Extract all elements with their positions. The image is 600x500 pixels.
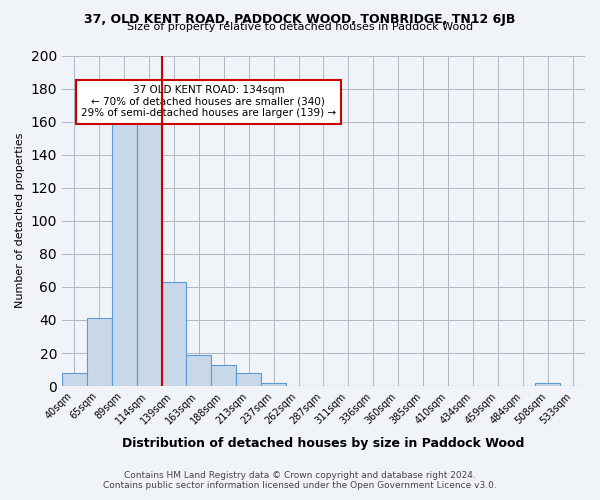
Bar	[161, 282, 187, 386]
Bar	[236, 373, 261, 386]
Bar	[211, 364, 236, 386]
Bar	[261, 383, 286, 386]
Text: Size of property relative to detached houses in Paddock Wood: Size of property relative to detached ho…	[127, 22, 473, 32]
Bar	[187, 354, 211, 386]
Bar	[535, 383, 560, 386]
X-axis label: Distribution of detached houses by size in Paddock Wood: Distribution of detached houses by size …	[122, 437, 524, 450]
Y-axis label: Number of detached properties: Number of detached properties	[15, 133, 25, 308]
Bar	[112, 114, 137, 386]
Bar	[137, 108, 161, 386]
Text: Contains HM Land Registry data © Crown copyright and database right 2024.
Contai: Contains HM Land Registry data © Crown c…	[103, 470, 497, 490]
Text: 37 OLD KENT ROAD: 134sqm
← 70% of detached houses are smaller (340)
29% of semi-: 37 OLD KENT ROAD: 134sqm ← 70% of detach…	[81, 86, 336, 118]
Bar	[62, 373, 87, 386]
Text: 37, OLD KENT ROAD, PADDOCK WOOD, TONBRIDGE, TN12 6JB: 37, OLD KENT ROAD, PADDOCK WOOD, TONBRID…	[85, 12, 515, 26]
Bar	[87, 318, 112, 386]
